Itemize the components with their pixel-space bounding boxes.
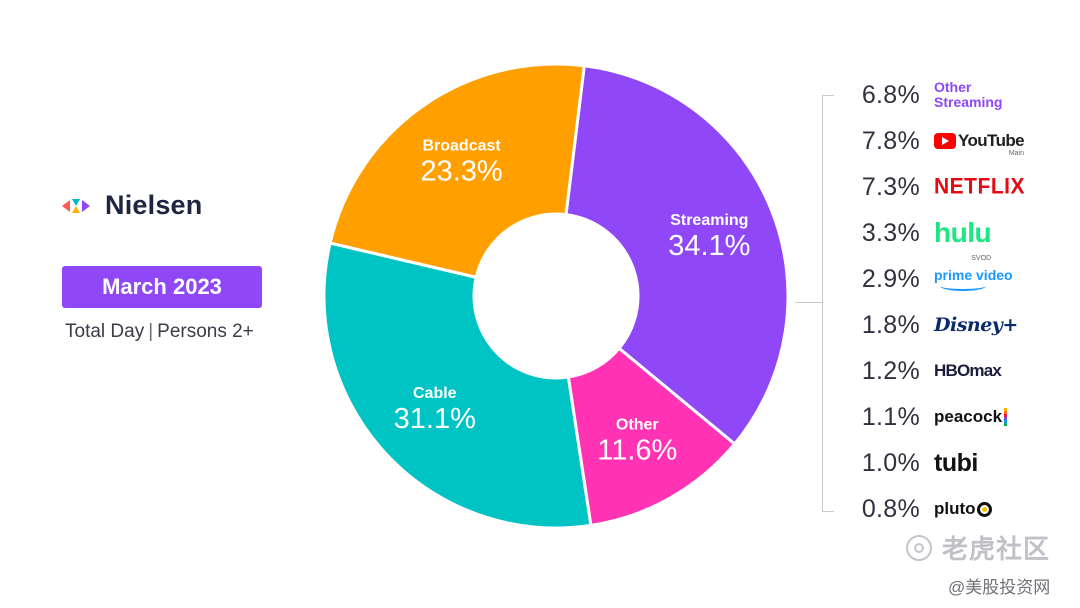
tiger-community-icon [906, 534, 932, 561]
watermark-line1: 老虎社区 [942, 534, 1051, 564]
brand-name: Nielsen [105, 190, 203, 220]
slice-value-cable: 31.1% [394, 403, 476, 435]
slice-value-broadcast: 23.3% [420, 156, 502, 188]
breakdown-row-youtube: 7.8% YouTube Main [852, 118, 1062, 164]
youtube-logo: YouTube Main [934, 131, 1025, 157]
subtitle-separator: | [148, 321, 154, 342]
breakdown-row-disney-plus: 1.8% Disney+ [852, 302, 1062, 348]
youtube-wordmark: YouTube [958, 131, 1025, 150]
slice-label-other: Other [616, 417, 659, 434]
other-streaming-line2: Streaming [934, 94, 1003, 110]
breakdown-value: 1.8% [861, 310, 920, 339]
breakdown-row-other-streaming: 6.8% Other Streaming [852, 72, 1062, 118]
prime-smile-icon [940, 281, 986, 291]
hulu-wordmark: hulu [934, 217, 992, 248]
demo-label: Persons 2+ [157, 321, 254, 342]
tubi-logo: tubi [934, 448, 978, 477]
peacock-logo: peacock [934, 407, 1008, 427]
slice-other [566, 346, 737, 528]
daypart-label: Total Day [65, 321, 145, 342]
audience-subtitle: Total Day | Persons 2+ [65, 321, 254, 343]
slice-label-cable: Cable [413, 385, 457, 402]
hulu-logo: hulu SVOD [934, 217, 992, 263]
watermark-handle: @美股投资网 [948, 578, 1051, 597]
pluto-tv-icon [976, 501, 992, 517]
youtube-sub-label: Main [1008, 150, 1024, 157]
breakdown-row-hulu: 3.3% hulu SVOD [852, 210, 1062, 263]
other-streaming-label: Other Streaming [934, 80, 1002, 110]
slice-cable [322, 241, 593, 530]
breakdown-row-hbo-max: 1.2% HBO max [852, 348, 1062, 394]
slice-value-streaming: 34.1% [668, 230, 750, 262]
breakdown-bracket-tick [795, 302, 822, 303]
breakdown-bracket [822, 95, 834, 512]
hulu-sub-label: SVOD [971, 255, 992, 262]
breakdown-value: 6.8% [861, 80, 920, 109]
breakdown-value: 0.8% [861, 494, 920, 523]
pluto-wordmark: pluto [934, 499, 976, 518]
breakdown-row-tubi: 1.0% tubi [852, 440, 1062, 486]
breakdown-value: 2.9% [861, 264, 920, 293]
breakdown-row-pluto-tv: 0.8% pluto [852, 486, 1062, 532]
slice-label-broadcast: Broadcast [422, 138, 501, 155]
pluto-tv-logo: pluto [934, 499, 992, 519]
period-badge: March 2023 [62, 266, 262, 308]
hbo-wordmark: HBO [934, 361, 970, 380]
prime-video-logo: prime video [934, 267, 1013, 291]
watermark-community: 老虎社区 [906, 529, 1050, 566]
other-streaming-line1: Other [934, 79, 972, 95]
breakdown-value: 1.0% [861, 448, 920, 477]
netflix-logo: NETFLIX [934, 174, 1025, 199]
breakdown-value: 3.3% [861, 218, 920, 247]
breakdown-row-peacock: 1.1% peacock [852, 394, 1062, 440]
hbo-max-logo: HBO max [934, 361, 1002, 381]
youtube-play-icon [934, 133, 956, 149]
slice-broadcast [328, 62, 586, 280]
breakdown-value: 1.1% [861, 402, 920, 431]
breakdown-value: 1.2% [861, 356, 920, 385]
nielsen-mark-icon [62, 198, 90, 213]
peacock-wordmark: peacock [934, 407, 1003, 426]
breakdown-row-prime-video: 2.9% prime video [852, 256, 1062, 302]
nielsen-logo: Nielsen [62, 190, 202, 221]
slice-label-streaming: Streaming [670, 212, 748, 229]
breakdown-value: 7.8% [861, 126, 920, 155]
slice-value-other: 11.6% [597, 435, 677, 467]
max-wordmark: max [969, 361, 1002, 380]
prime-video-wordmark: prime video [934, 267, 1013, 283]
peacock-dots-icon [1004, 408, 1008, 426]
breakdown-row-netflix: 7.3% NETFLIX [852, 164, 1062, 210]
disney-plus-logo: Disney+ [934, 314, 1018, 336]
breakdown-value: 7.3% [861, 172, 920, 201]
